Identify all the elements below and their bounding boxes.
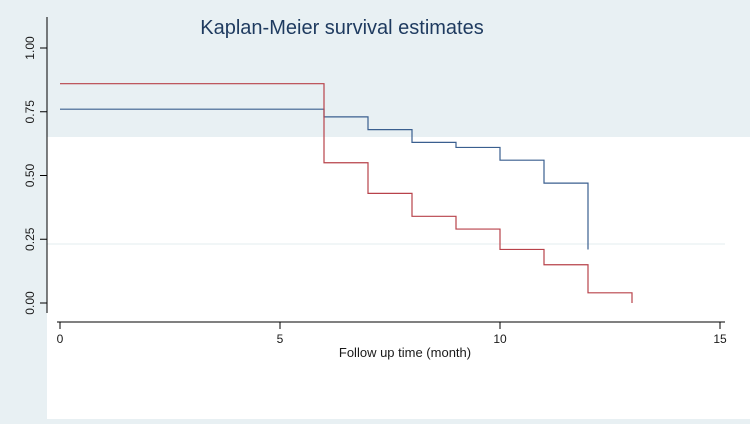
plot-area-background <box>47 137 750 419</box>
series-line-1 <box>60 108 589 250</box>
x-tick-label: 10 <box>493 332 507 346</box>
x-tick-label: 0 <box>57 332 64 346</box>
series-group <box>60 83 633 303</box>
chart-title: Kaplan-Meier survival estimates <box>200 17 483 39</box>
axes-group <box>46 17 725 323</box>
y-tick-label: 1.00 <box>23 36 37 60</box>
y-tick-label: 0.50 <box>23 163 37 187</box>
y-tick-label: 0.00 <box>23 291 37 315</box>
x-tick-label: 15 <box>713 332 727 346</box>
x-ticks-group: 0 5 10 15 <box>57 322 727 346</box>
y-tick-label: 0.25 <box>23 227 37 251</box>
y-tick-label: 0.75 <box>23 100 37 124</box>
series-line-2 <box>60 83 633 303</box>
x-axis-title: Follow up time (month) <box>339 345 471 360</box>
x-tick-label: 5 <box>277 332 284 346</box>
y-ticks-group: 0.00 0.25 0.50 0.75 1.00 <box>23 36 47 315</box>
